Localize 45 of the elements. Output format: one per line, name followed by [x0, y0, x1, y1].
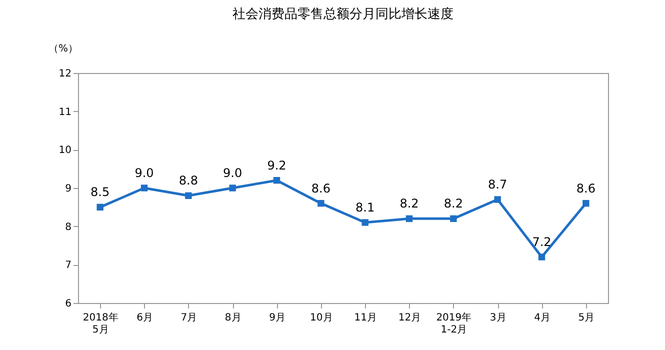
- data-label: 9.0: [223, 166, 242, 180]
- y-tick-label: 7: [65, 260, 72, 272]
- data-label: 8.5: [90, 185, 110, 200]
- point: [494, 196, 501, 203]
- point: [450, 215, 457, 222]
- chart-title: 社会消费品零售总额分月同比增长速度: [232, 6, 454, 22]
- x-tick-label: 6月: [136, 312, 153, 324]
- x-tick-label: 8月: [224, 312, 242, 324]
- y-tick-label: 11: [58, 106, 72, 118]
- data-label: 8.2: [400, 196, 419, 211]
- data-label: 7.2: [532, 235, 552, 249]
- data-label: 8.7: [488, 178, 508, 192]
- x-tick-label: 10月: [310, 312, 333, 324]
- x-tick-label: 12月: [398, 312, 422, 324]
- y-tick-label: 12: [58, 68, 72, 80]
- point: [96, 204, 104, 211]
- data-label: 9.0: [134, 166, 154, 180]
- x-tick-label: 7月: [180, 312, 198, 324]
- point: [140, 184, 148, 192]
- data-label: 8.6: [576, 181, 596, 196]
- x-tick-label: 5月: [578, 312, 595, 324]
- data-label: 8.1: [356, 200, 375, 214]
- data-label: 8.2: [444, 196, 463, 211]
- x-tick-label: 9月: [269, 312, 286, 324]
- point: [229, 184, 236, 192]
- point: [406, 215, 413, 222]
- point: [582, 200, 590, 207]
- x-tick-label: 11月: [354, 312, 377, 324]
- x-tick-label: 4月: [534, 312, 550, 324]
- point: [362, 219, 368, 226]
- y-tick-label: 10: [58, 145, 72, 156]
- x-tick-label: 2019年 1-2月: [436, 312, 472, 336]
- data-label: 8.6: [311, 181, 330, 196]
- point: [318, 200, 324, 207]
- x-tick-label: 3月: [490, 312, 506, 324]
- data-label: 9.2: [267, 158, 286, 172]
- y-tick-label: 6: [65, 298, 72, 310]
- point: [185, 192, 192, 200]
- data-label: 8.8: [178, 174, 198, 188]
- y-tick-label: 9: [65, 184, 72, 194]
- point: [273, 176, 280, 184]
- y-axis-title: （%）: [48, 44, 78, 54]
- y-tick-label: 8: [65, 222, 72, 233]
- point: [538, 254, 546, 260]
- x-tick-label: 2018年 5月: [82, 312, 118, 336]
